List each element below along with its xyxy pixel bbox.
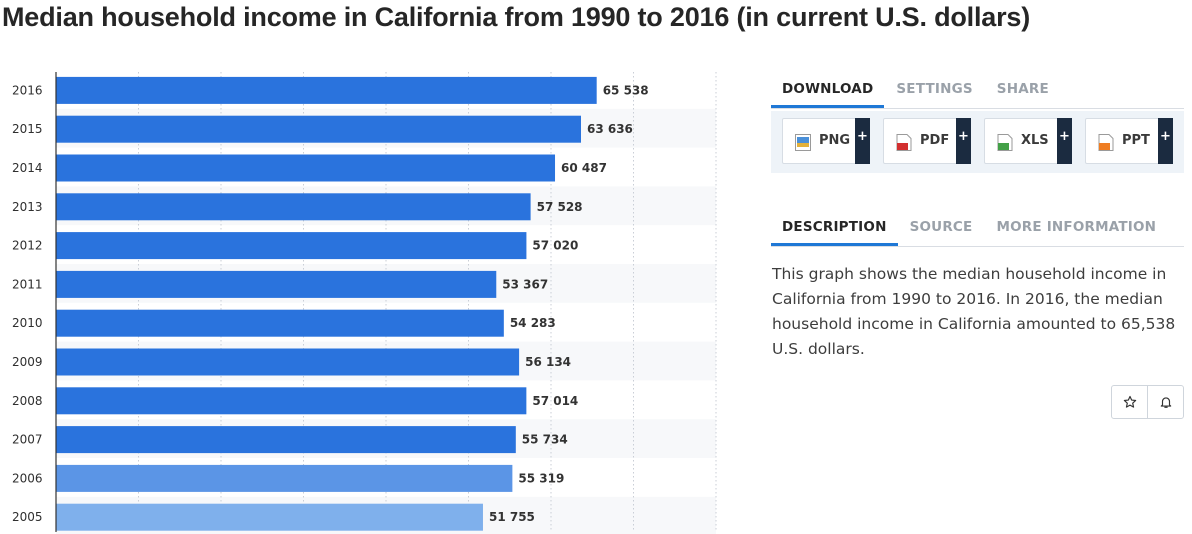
star-icon — [1123, 395, 1136, 408]
bar-2015[interactable] — [56, 115, 581, 143]
tab-download[interactable]: DOWNLOAD — [771, 72, 885, 108]
chart-description: This graph shows the median household in… — [772, 265, 1176, 358]
download-options: PNG + PDF + XLS + PPT + — [771, 111, 1184, 173]
xls-file-icon — [997, 134, 1013, 151]
value-label: 53 367 — [502, 277, 548, 291]
bar-2010[interactable] — [56, 309, 504, 337]
pdf-label: PDF — [920, 133, 950, 148]
value-label: 54 283 — [510, 316, 556, 330]
y-tick-label: 2016 — [12, 83, 43, 97]
value-label: 57 020 — [532, 239, 578, 253]
y-tick-label: 2015 — [12, 122, 43, 136]
bar-2013[interactable] — [56, 193, 531, 221]
bar-chart: 2016 2015 2014 2013 2012 2011 2010 2009 2008 2007… — [12, 72, 717, 534]
xls-download-button[interactable]: XLS + — [984, 118, 1072, 164]
y-tick-label: 2012 — [12, 239, 43, 253]
bar-2007[interactable] — [56, 426, 516, 454]
y-tick-label: 2006 — [12, 471, 43, 485]
tab-share[interactable]: SHARE — [996, 81, 1049, 97]
download-tabbar: DOWNLOAD SETTINGS SHARE — [771, 72, 1184, 109]
bar-2011[interactable] — [56, 270, 497, 298]
y-tick-label: 2014 — [12, 161, 43, 175]
value-label: 56 134 — [525, 355, 571, 369]
png-label: PNG — [819, 133, 851, 148]
pdf-plus-icon[interactable]: + — [956, 118, 971, 164]
value-label: 57 014 — [532, 394, 578, 408]
value-label: 51 755 — [489, 510, 535, 524]
ppt-download-button[interactable]: PPT + — [1085, 118, 1173, 164]
y-tick-label: 2013 — [12, 200, 43, 214]
bar-2009[interactable] — [56, 348, 520, 376]
bar-2005[interactable] — [56, 503, 483, 531]
bar-2006[interactable] — [56, 464, 513, 492]
page-title: Median household income in California fr… — [2, 2, 1031, 32]
y-tick-label: 2011 — [12, 277, 43, 291]
ppt-label: PPT — [1122, 133, 1150, 148]
pdf-download-button[interactable]: PDF + — [883, 118, 971, 164]
y-tick-label: 2007 — [12, 433, 43, 447]
y-tick-label: 2010 — [12, 316, 43, 330]
png-file-icon — [795, 134, 811, 151]
bar-2008[interactable] — [56, 387, 527, 415]
png-plus-icon[interactable]: + — [855, 118, 870, 164]
y-tick-label: 2005 — [12, 510, 43, 524]
xls-plus-icon[interactable]: + — [1057, 118, 1072, 164]
bell-icon — [1160, 397, 1171, 408]
value-label: 55 319 — [518, 471, 564, 485]
xls-label: XLS — [1021, 133, 1049, 148]
bar-2016[interactable] — [56, 76, 597, 104]
ppt-plus-icon[interactable]: + — [1158, 118, 1173, 164]
value-label: 55 734 — [522, 433, 568, 447]
bar-2014[interactable] — [56, 154, 556, 182]
value-label: 63 636 — [587, 122, 633, 136]
info-tabbar: DESCRIPTION SOURCE MORE INFORMATION — [771, 210, 1184, 247]
tab-description[interactable]: DESCRIPTION — [771, 210, 898, 246]
action-buttons — [1111, 385, 1184, 419]
value-label: 57 528 — [537, 200, 583, 214]
tab-source[interactable]: SOURCE — [909, 219, 973, 235]
tab-settings[interactable]: SETTINGS — [896, 81, 973, 97]
y-tick-label: 2009 — [12, 355, 43, 369]
y-tick-label: 2008 — [12, 394, 43, 408]
pdf-file-icon — [896, 134, 912, 151]
png-download-button[interactable]: PNG + — [782, 118, 870, 164]
value-label: 65 538 — [603, 83, 649, 97]
tab-more-information[interactable]: MORE INFORMATION — [996, 219, 1157, 235]
favorite-button[interactable] — [1112, 386, 1147, 418]
value-label: 60 487 — [561, 161, 607, 175]
ppt-file-icon — [1098, 134, 1114, 151]
notify-button[interactable] — [1147, 386, 1183, 418]
bar-2012[interactable] — [56, 232, 527, 260]
